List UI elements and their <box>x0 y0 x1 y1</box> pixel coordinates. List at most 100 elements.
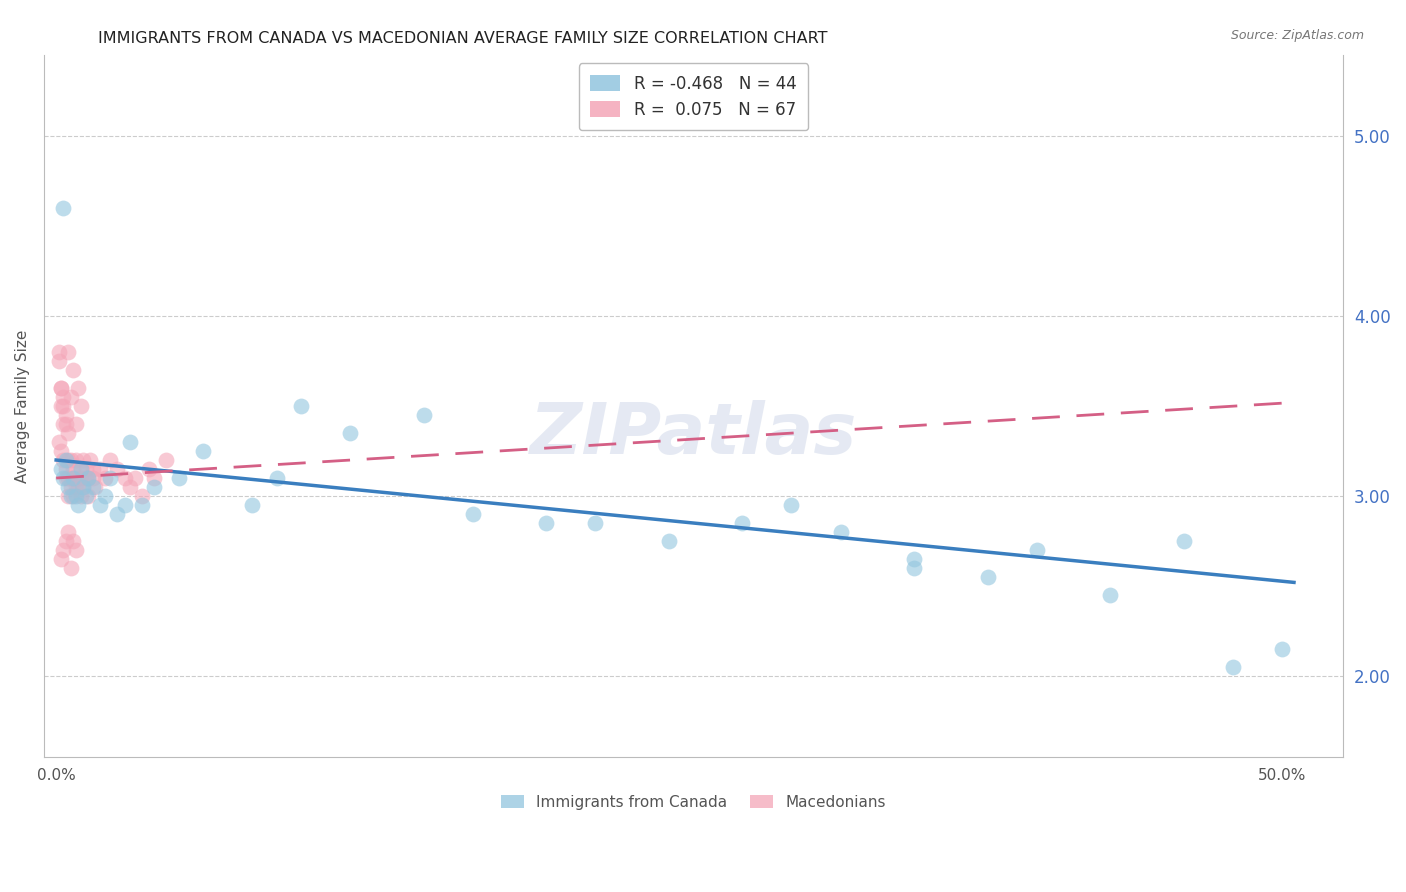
Point <box>59 390 82 404</box>
Point <box>62 471 84 485</box>
Point <box>49 462 72 476</box>
Point <box>58 345 80 359</box>
Text: IMMIGRANTS FROM CANADA VS MACEDONIAN AVERAGE FAMILY SIZE CORRELATION CHART: IMMIGRANTS FROM CANADA VS MACEDONIAN AVE… <box>98 31 828 46</box>
Point <box>72 480 94 494</box>
Point <box>131 498 153 512</box>
Point <box>58 489 80 503</box>
Point <box>65 453 87 467</box>
Point <box>58 524 80 539</box>
Point <box>59 453 82 467</box>
Point <box>193 444 215 458</box>
Point <box>155 453 177 467</box>
Point <box>59 471 82 485</box>
Point <box>69 489 91 503</box>
Point <box>118 480 141 494</box>
Point <box>62 462 84 476</box>
Point <box>114 498 136 512</box>
Point <box>48 345 70 359</box>
Point <box>583 516 606 530</box>
Point <box>58 425 80 440</box>
Point <box>124 471 146 485</box>
Text: Source: ZipAtlas.com: Source: ZipAtlas.com <box>1230 29 1364 42</box>
Point <box>55 453 77 467</box>
Point <box>75 489 97 503</box>
Point <box>49 381 72 395</box>
Point <box>55 471 77 485</box>
Point <box>82 462 104 476</box>
Point <box>461 507 484 521</box>
Point <box>72 453 94 467</box>
Point <box>266 471 288 485</box>
Point <box>65 480 87 494</box>
Point <box>49 381 72 395</box>
Point <box>780 498 803 512</box>
Point <box>55 462 77 476</box>
Point <box>48 354 70 368</box>
Point <box>59 561 82 575</box>
Point <box>114 471 136 485</box>
Point <box>67 498 90 512</box>
Point <box>830 524 852 539</box>
Point <box>49 399 72 413</box>
Point <box>62 534 84 549</box>
Point <box>240 498 263 512</box>
Point <box>290 399 312 413</box>
Point <box>62 489 84 503</box>
Point <box>77 471 100 485</box>
Point <box>55 408 77 422</box>
Point <box>52 471 75 485</box>
Point <box>62 471 84 485</box>
Point <box>65 417 87 431</box>
Point <box>658 534 681 549</box>
Point <box>731 516 754 530</box>
Point <box>107 462 129 476</box>
Point <box>59 489 82 503</box>
Point <box>58 471 80 485</box>
Point <box>536 516 558 530</box>
Point <box>1222 660 1244 674</box>
Point <box>55 417 77 431</box>
Point <box>48 435 70 450</box>
Point <box>131 489 153 503</box>
Point <box>62 363 84 377</box>
Point <box>98 453 121 467</box>
Point <box>49 552 72 566</box>
Point <box>94 471 117 485</box>
Legend: Immigrants from Canada, Macedonians: Immigrants from Canada, Macedonians <box>495 789 891 816</box>
Point <box>52 453 75 467</box>
Point <box>1025 543 1047 558</box>
Point <box>1099 588 1122 602</box>
Point <box>89 462 111 476</box>
Point <box>69 462 91 476</box>
Point <box>65 543 87 558</box>
Point <box>143 471 166 485</box>
Point <box>69 399 91 413</box>
Text: ZIPatlas: ZIPatlas <box>530 400 858 468</box>
Point <box>77 489 100 503</box>
Point <box>77 471 100 485</box>
Point <box>107 507 129 521</box>
Point <box>138 462 160 476</box>
Point <box>1173 534 1195 549</box>
Point <box>58 480 80 494</box>
Point <box>52 543 75 558</box>
Point <box>52 390 75 404</box>
Point <box>65 489 87 503</box>
Point <box>52 399 75 413</box>
Point <box>52 417 75 431</box>
Point <box>903 561 925 575</box>
Point <box>67 480 90 494</box>
Point <box>65 471 87 485</box>
Point <box>72 480 94 494</box>
Point <box>339 425 361 440</box>
Point <box>84 480 107 494</box>
Point <box>75 471 97 485</box>
Point <box>67 381 90 395</box>
Point <box>49 444 72 458</box>
Point <box>69 462 91 476</box>
Point <box>167 471 190 485</box>
Point <box>976 570 998 584</box>
Point <box>82 480 104 494</box>
Point <box>69 471 91 485</box>
Point <box>59 480 82 494</box>
